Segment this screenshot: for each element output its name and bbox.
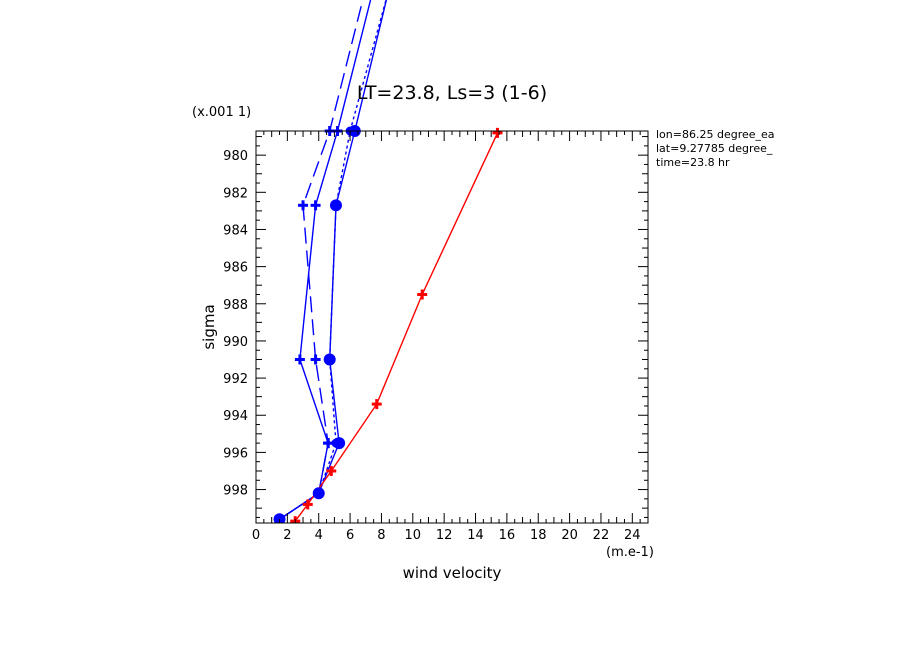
- data-point: [326, 465, 337, 476]
- annotation-lat: lat=9.27785 degree_: [656, 142, 773, 155]
- y-tick-label: 998: [223, 484, 248, 499]
- y-tick-label: 986: [223, 261, 248, 276]
- annotation-time: time=23.8 hr: [656, 156, 730, 169]
- data-point: [371, 399, 382, 410]
- y-tick-label: 982: [223, 186, 248, 201]
- x-tick-label: 20: [561, 528, 578, 543]
- data-point: [331, 200, 341, 210]
- x-axis: 0 2 4 6 8 10 12 14 16 18 20 22 24: [252, 131, 649, 543]
- y-tick-label: 984: [223, 223, 248, 238]
- data-point: [310, 200, 321, 211]
- x-tick-label: 6: [346, 528, 354, 543]
- plot-frame: [255, 130, 649, 524]
- x-tick-label: 12: [436, 528, 453, 543]
- x-tick-label: 22: [593, 528, 610, 543]
- series-line-4: [279, 0, 364, 520]
- data-point: [302, 499, 313, 510]
- x-tick-label: 16: [499, 528, 516, 543]
- y-tick-label: 992: [223, 372, 248, 387]
- y-axis-label: sigma: [200, 304, 218, 349]
- x-unit-label: (m.e-1): [606, 545, 654, 560]
- data-point: [323, 438, 334, 449]
- data-point: [492, 127, 503, 138]
- y-axis: 980 982 984 986 988 990 992 994 996 998: [223, 136, 648, 518]
- data-point: [325, 355, 335, 365]
- data-point: [417, 289, 428, 300]
- data-point: [294, 354, 305, 365]
- x-tick-label: 0: [252, 528, 260, 543]
- y-unit-label: (x.001 1): [192, 105, 251, 120]
- chart-title: LT=23.8, Ls=3 (1-6): [357, 82, 547, 104]
- y-tick-label: 994: [223, 409, 248, 424]
- marker-layer: [273, 125, 503, 523]
- y-tick-label: 996: [223, 446, 248, 461]
- data-point: [331, 438, 341, 448]
- y-tick-label: 990: [223, 335, 248, 350]
- series-line-5: [294, 132, 499, 522]
- y-tick-label: 980: [223, 149, 248, 164]
- series-line-3: [279, 0, 372, 520]
- x-tick-label: 10: [405, 528, 422, 543]
- x-tick-label: 18: [530, 528, 547, 543]
- annotation-lon: lon=86.25 degree_ea: [656, 128, 775, 141]
- x-axis-label: wind velocity: [403, 564, 502, 582]
- x-tick-label: 2: [283, 528, 291, 543]
- x-tick-label: 14: [467, 528, 484, 543]
- x-tick-label: 4: [315, 528, 323, 543]
- x-tick-label: 24: [624, 528, 641, 543]
- series-layer: [279, 0, 499, 522]
- data-point: [298, 200, 309, 211]
- data-point: [313, 488, 324, 499]
- data-point: [310, 354, 321, 365]
- x-tick-label: 8: [377, 528, 385, 543]
- y-tick-label: 988: [223, 298, 248, 313]
